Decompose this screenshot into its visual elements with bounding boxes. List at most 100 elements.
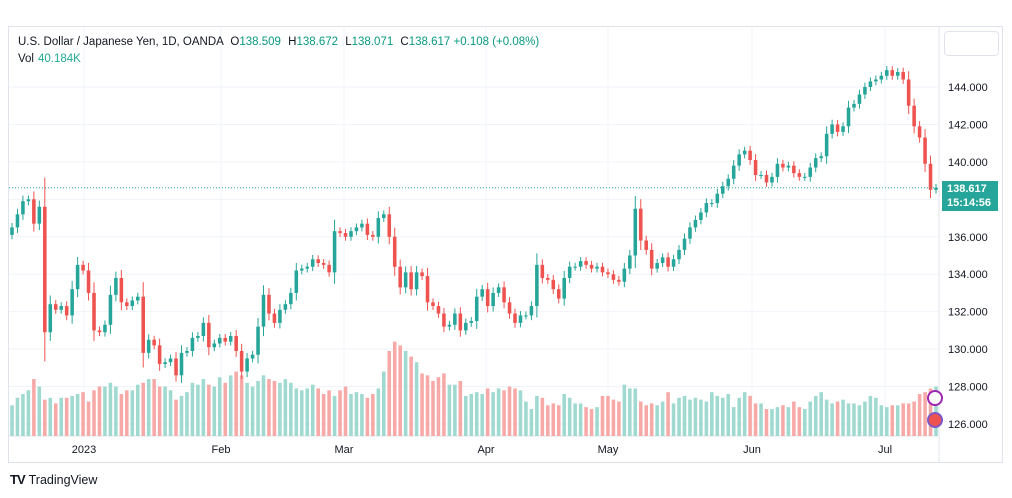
y-tick-label: 136.000 — [948, 232, 988, 244]
lightning-icon[interactable] — [927, 390, 943, 406]
candle-body — [103, 324, 107, 333]
candle-body — [819, 156, 823, 159]
candle-body — [606, 272, 610, 275]
volume-bar — [157, 386, 162, 436]
volume-bar — [737, 397, 741, 436]
volume-bar — [256, 380, 260, 436]
volume-bar — [518, 390, 523, 436]
candle-body — [327, 264, 331, 273]
low-value: 138.071 — [351, 36, 394, 48]
volume-bar — [682, 395, 687, 436]
volume-bar — [10, 405, 14, 436]
volume-bar — [86, 401, 91, 436]
high-label: H — [288, 36, 297, 48]
volume-bar — [567, 397, 572, 436]
candle-body — [354, 227, 359, 232]
volume-bar — [584, 407, 588, 436]
volume-bar — [562, 394, 566, 436]
tradingview-brand[interactable]: TV TradingView — [10, 472, 97, 487]
volume-bar — [540, 397, 545, 436]
volume-bar — [551, 403, 556, 436]
volume-bar — [108, 382, 113, 436]
candle-body — [289, 292, 293, 305]
candle-body — [710, 203, 714, 205]
volume-bar — [792, 401, 796, 436]
volume-bar — [392, 341, 397, 436]
volume-bar — [923, 392, 927, 436]
flag-icon[interactable] — [927, 412, 943, 428]
volume-bar — [130, 390, 135, 436]
volume-bar — [371, 394, 375, 436]
volume-bar — [578, 403, 583, 436]
volume-bar — [234, 371, 238, 436]
candle-body — [934, 187, 938, 190]
volume-bar — [546, 405, 550, 436]
volume-bar — [912, 401, 916, 436]
volume-bar — [201, 379, 206, 436]
candle-body — [196, 336, 200, 338]
volume-bar — [212, 386, 217, 436]
candle-body — [26, 199, 31, 202]
candle-body — [283, 304, 288, 310]
volume-bar — [677, 397, 681, 436]
candle-body — [114, 277, 118, 295]
candle-body — [567, 266, 572, 278]
candle-body — [343, 233, 348, 237]
volume-bar — [168, 390, 173, 436]
candle-body — [332, 231, 337, 273]
candle-body — [600, 266, 605, 273]
volume-value: 40.184K — [38, 53, 81, 65]
scale-settings-box[interactable] — [944, 31, 999, 56]
volume-bar — [272, 380, 277, 436]
candle-body — [53, 304, 58, 310]
candle-body — [513, 313, 517, 323]
volume-bar — [480, 394, 484, 436]
candle-body — [852, 103, 856, 108]
volume-bar — [37, 386, 42, 436]
candle-body — [403, 272, 408, 288]
candle-body — [163, 362, 167, 365]
volume-bar — [863, 401, 867, 436]
candle-body — [649, 249, 654, 269]
candle-body — [442, 313, 446, 327]
tradingview-name: TradingView — [28, 472, 98, 487]
candle-body — [217, 337, 222, 344]
volume-bar — [360, 394, 364, 436]
candle-body — [480, 289, 484, 297]
candle-body — [294, 270, 299, 293]
candle-body — [234, 336, 238, 351]
candle-body — [792, 165, 796, 174]
volume-bar — [32, 379, 36, 436]
candle-body — [272, 313, 277, 323]
candle-body — [464, 322, 468, 331]
candle-body — [474, 296, 479, 322]
volume-bar — [906, 403, 911, 436]
candle-body — [310, 259, 315, 267]
candle-body — [540, 264, 545, 278]
candle-body — [316, 259, 320, 263]
candle-body — [453, 313, 457, 325]
volume-bar — [720, 397, 725, 436]
volume-bar — [595, 407, 599, 436]
candle-body — [835, 124, 840, 132]
volume-legend: Vol 40.184K — [18, 51, 81, 68]
candle-body — [803, 176, 807, 178]
candle-body — [857, 94, 862, 104]
candle-body — [141, 296, 145, 353]
close-value: 138.617 — [408, 36, 451, 48]
x-tick-label: 2023 — [72, 444, 96, 456]
volume-bar — [622, 384, 627, 436]
candle-body — [704, 203, 709, 213]
volume-bar — [409, 356, 413, 436]
candle-body — [529, 306, 534, 316]
candle-body — [688, 227, 692, 239]
candle-body — [485, 289, 490, 307]
candle-body — [655, 262, 659, 269]
candle-body — [846, 107, 851, 127]
volume-bar — [513, 388, 517, 436]
candle-body — [906, 79, 911, 106]
volume-bar — [835, 401, 840, 436]
chart-pane[interactable] — [8, 26, 1003, 463]
volume-bar — [53, 403, 58, 436]
